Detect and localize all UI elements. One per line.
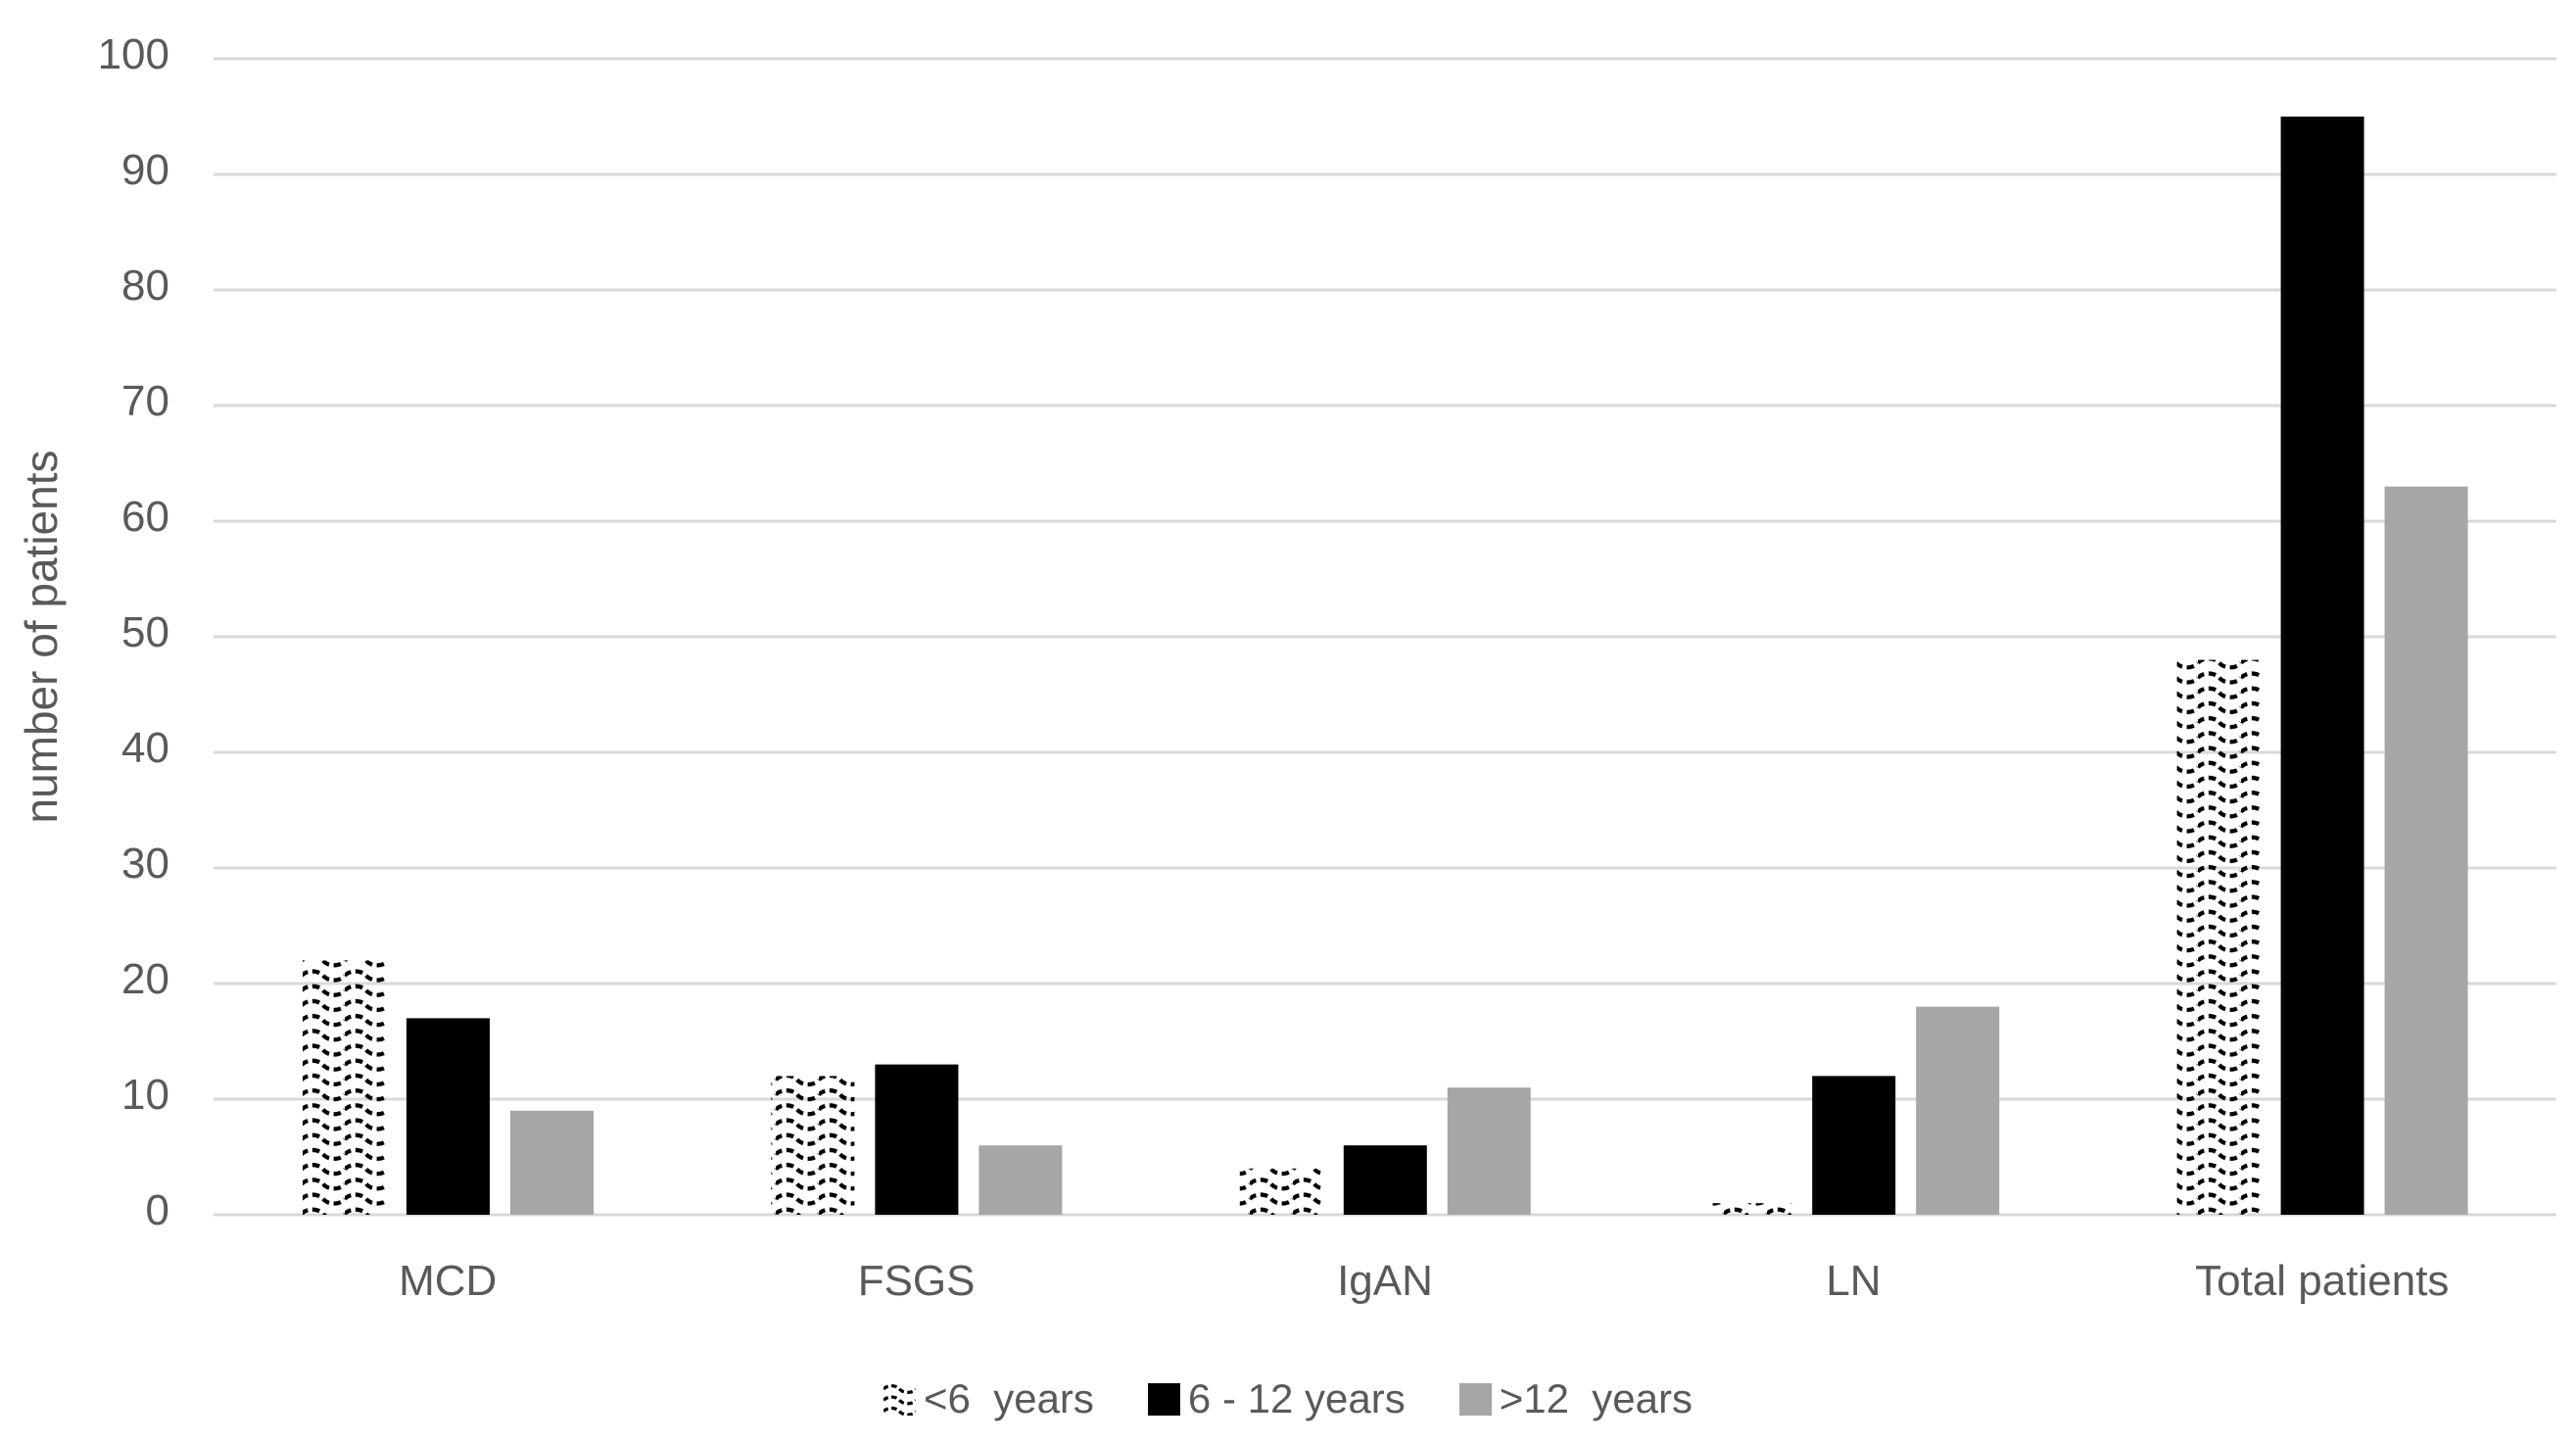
bar-ln [1708,1203,1792,1215]
bar-fsgs [875,1064,959,1215]
legend-marker-wave-pattern-icon [883,1382,916,1416]
bar-total-patients [2384,486,2468,1216]
bar-total-patients [2280,117,2364,1215]
bar-mcd [303,960,386,1215]
category-label: MCD [399,1257,498,1305]
y-tick-label: 60 [121,493,169,541]
legend-label: 6 - 12 years [1187,1375,1406,1421]
legend-item: 6 - 12 years [1147,1375,1406,1422]
legend-marker-gray-square-icon [1458,1382,1492,1416]
y-tick-label: 20 [121,955,169,1003]
y-tick-label: 0 [145,1186,169,1234]
gridlines [214,57,2556,1217]
category-label: LN [1826,1257,1882,1305]
bar-total-patients [2176,659,2261,1215]
bar-fsgs [771,1076,855,1215]
category-label: FSGS [857,1257,976,1305]
legend: <6 years 6 - 12 years >12 years [0,1370,2576,1428]
y-tick-label: 70 [121,377,169,425]
legend-marker-black-square-icon [1147,1382,1180,1416]
legend-item: <6 years [883,1375,1094,1422]
y-tick-label: 30 [121,840,169,888]
y-tick-label: 50 [121,608,169,656]
category-label: Total patients [2195,1257,2450,1305]
bar-igan [1239,1168,1323,1215]
bar-ln [1916,1006,2000,1215]
category-label: IgAN [1337,1257,1433,1305]
y-tick-label: 10 [121,1071,169,1119]
bar-ln [1812,1076,1896,1215]
bar-fsgs [978,1145,1063,1215]
y-tick-label: 40 [121,724,169,772]
bar-mcd [510,1110,594,1215]
legend-label: <6 years [923,1375,1094,1421]
bar-mcd [406,1018,490,1215]
y-tick-label: 100 [97,30,169,78]
bars [303,117,2468,1216]
bar-igan [1447,1087,1531,1215]
y-tick-label: 90 [121,146,169,194]
legend-label: >12 years [1499,1375,1693,1421]
y-tick-label: 80 [121,262,169,310]
legend-item: >12 years [1458,1375,1693,1422]
bar-igan [1343,1145,1427,1215]
